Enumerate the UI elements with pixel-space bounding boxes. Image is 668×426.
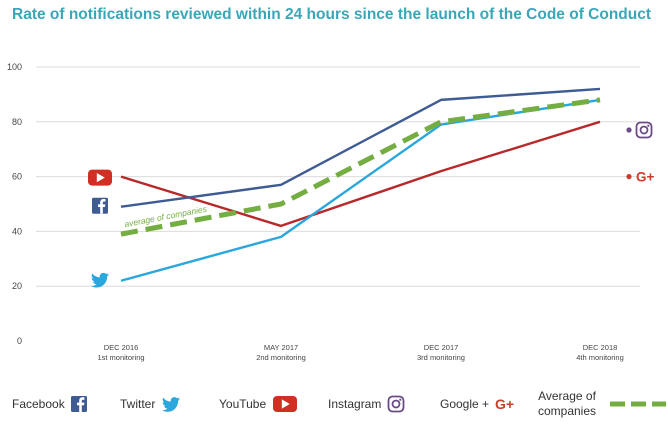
x-tick-label-0: 1st monitoring [97, 353, 144, 362]
legend-item-facebook: Facebook [12, 386, 87, 422]
x-tick-date-3: DEC 2018 [583, 343, 618, 352]
legend-label-average: Average of companies [537, 389, 597, 418]
googleplus-point-icon: G+ [636, 170, 655, 185]
x-tick-label-3: 4th monitoring [576, 353, 624, 362]
annotation-average-of-companies: average of companies [124, 204, 209, 229]
y-tick-label-100: 100 [7, 62, 22, 72]
youtube-icon [273, 396, 298, 412]
legend-label-instagram: Instagram [328, 397, 382, 411]
series-markers: G+ [88, 121, 655, 288]
y-tick-label-40: 40 [12, 226, 22, 236]
point-googleplus [626, 174, 632, 180]
legend-label-twitter: Twitter [120, 397, 156, 411]
twitter-start-icon [91, 272, 109, 288]
googleplus-icon: G+ [495, 396, 515, 412]
y-tick-label-20: 20 [12, 281, 22, 291]
youtube-start-icon [88, 169, 112, 186]
series-line-average [120, 97, 601, 237]
legend-item-instagram: Instagram [328, 386, 405, 422]
legend-label-facebook: Facebook [12, 397, 65, 411]
series-lines: average of companies [120, 87, 601, 282]
legend-item-googleplus: Google + G+ [440, 386, 514, 422]
legend-item-youtube: YouTube [219, 386, 298, 422]
y-tick-label-0: 0 [17, 336, 22, 346]
legend: Facebook Twitter YouTube Instagram Googl… [12, 386, 666, 422]
x-tick-date-0: DEC 2016 [104, 343, 139, 352]
instagram-icon [387, 395, 405, 413]
facebook-start-icon [92, 197, 108, 214]
twitter-icon [162, 397, 181, 412]
x-tick-label-2: 3rd monitoring [417, 353, 465, 362]
series-line-facebook [120, 87, 601, 208]
x-tick-date-1: MAY 2017 [264, 343, 298, 352]
dashed-line-icon [610, 401, 666, 407]
instagram-point-icon [635, 121, 653, 139]
legend-label-googleplus: Google + [440, 397, 490, 411]
x-tick-label-1: 2nd monitoring [256, 353, 306, 362]
legend-label-youtube: YouTube [219, 397, 267, 411]
facebook-icon [70, 396, 87, 412]
y-tick-label-60: 60 [12, 172, 22, 182]
point-instagram [626, 127, 632, 133]
legend-item-average: Average of companies [532, 386, 668, 422]
x-tick-date-2: DEC 2017 [424, 343, 459, 352]
series-line-twitter [120, 98, 601, 282]
series-line-youtube [120, 120, 601, 228]
legend-item-twitter: Twitter [120, 386, 181, 422]
y-tick-label-80: 80 [12, 117, 22, 127]
chart-title: Rate of notifications reviewed within 24… [12, 6, 652, 23]
